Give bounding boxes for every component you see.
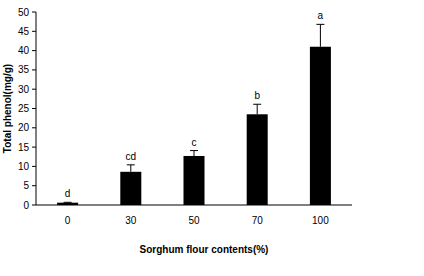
x-tick-label: 50 (188, 215, 200, 226)
y-tick-label: 35 (18, 64, 30, 75)
significance-letter: cd (126, 151, 137, 162)
y-tick-label: 40 (18, 45, 30, 56)
y-tick-label: 50 (18, 7, 30, 18)
x-axis-label: Sorghum flour contents(%) (140, 244, 269, 255)
error-cap (64, 202, 72, 203)
x-tick-label: 100 (312, 215, 329, 226)
error-cap (316, 24, 324, 25)
y-tick-label: 25 (18, 103, 30, 114)
significance-letter: c (192, 137, 197, 148)
y-tick-label: 20 (18, 122, 30, 133)
y-tick (32, 12, 36, 13)
error-stem (194, 151, 195, 156)
significance-letter: d (65, 188, 71, 199)
error-stem (130, 165, 131, 172)
error-stem (320, 24, 321, 46)
y-tick (32, 31, 36, 32)
error-bar (253, 104, 261, 114)
chart-svg: 0 5 10 15 20 25 30 35 40 45 50 d cd c b a 0 30 50 70 100 Sorg… (0, 0, 424, 276)
error-stem (257, 104, 258, 114)
bar (310, 47, 331, 205)
y-tick (32, 147, 36, 148)
y-tick-label: 0 (23, 200, 29, 211)
y-tick (32, 69, 36, 70)
y-axis-label: Total phenol(mg/g) (2, 64, 13, 153)
error-bar (64, 202, 72, 203)
x-tick-label: 0 (65, 215, 71, 226)
error-cap (127, 164, 135, 165)
y-tick-label: 15 (18, 142, 30, 153)
x-tick-label: 70 (252, 215, 264, 226)
x-tick-label: 30 (125, 215, 137, 226)
error-cap (190, 150, 198, 151)
y-tick (32, 127, 36, 128)
significance-letter: b (254, 90, 260, 101)
bar (57, 203, 78, 205)
y-tick-label: 5 (23, 180, 29, 191)
error-bar (316, 24, 324, 46)
y-tick-label: 45 (18, 26, 30, 37)
bar (184, 156, 205, 205)
y-tick (32, 185, 36, 186)
y-tick (32, 108, 36, 109)
y-tick-label: 10 (18, 161, 30, 172)
y-axis (36, 12, 37, 205)
significance-letter: a (318, 10, 324, 21)
y-tick (32, 89, 36, 90)
y-tick (32, 205, 36, 206)
chart-container: 0 5 10 15 20 25 30 35 40 45 50 d cd c b a 0 30 50 70 100 Sorg… (0, 0, 424, 276)
error-cap (253, 104, 261, 105)
error-bar (127, 165, 135, 172)
y-tick (32, 50, 36, 51)
y-tick-label: 30 (18, 84, 30, 95)
bar (247, 114, 268, 205)
bar (120, 172, 141, 205)
y-tick (32, 166, 36, 167)
error-bar (190, 151, 198, 156)
bars (57, 24, 331, 205)
